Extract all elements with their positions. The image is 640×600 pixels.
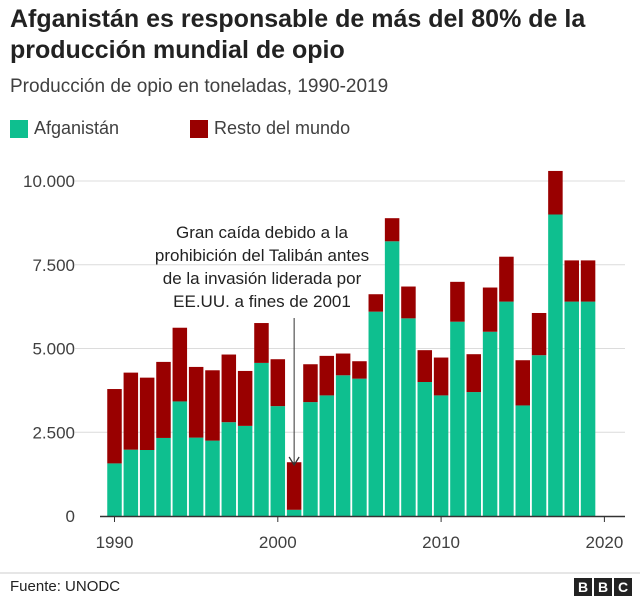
bar-resto-del-mundo <box>107 389 122 464</box>
bar-afganistan <box>368 311 384 516</box>
bar-afganistan <box>352 378 367 516</box>
bar-resto-del-mundo <box>237 370 253 426</box>
bar-afganistan <box>384 241 400 517</box>
bar-afganistan <box>564 301 579 516</box>
annotation-text: de la invasión liderada por <box>163 269 362 288</box>
bar-afganistan <box>303 402 318 516</box>
bar-resto-del-mundo <box>417 350 433 382</box>
bar-resto-del-mundo <box>466 354 482 393</box>
bar-afganistan <box>172 401 188 516</box>
bar-resto-del-mundo <box>450 281 465 322</box>
annotation-text: Gran caída debido a la <box>176 223 349 242</box>
bar-resto-del-mundo <box>319 355 335 396</box>
bar-afganistan <box>482 331 498 516</box>
bar-resto-del-mundo <box>433 357 449 396</box>
y-tick-label: 5.000 <box>32 340 75 359</box>
bar-resto-del-mundo <box>270 359 286 407</box>
bar-resto-del-mundo <box>499 256 514 302</box>
bar-resto-del-mundo <box>564 260 579 302</box>
bar-afganistan <box>515 405 530 516</box>
bar-resto-del-mundo <box>156 361 171 438</box>
bar-afganistan <box>205 440 220 516</box>
logo-letter: B <box>594 578 612 596</box>
y-tick-label: 10.000 <box>23 172 75 191</box>
annotation-text: prohibición del Talibán antes <box>155 246 369 265</box>
bar-resto-del-mundo <box>188 366 204 438</box>
bar-resto-del-mundo <box>139 377 155 451</box>
bar-resto-del-mundo <box>548 170 563 215</box>
bar-resto-del-mundo <box>335 353 351 376</box>
x-tick-label: 2020 <box>585 533 623 552</box>
bar-afganistan <box>499 301 514 516</box>
bar-resto-del-mundo <box>205 370 220 441</box>
legend-swatch <box>190 119 208 138</box>
bar-afganistan <box>221 422 237 516</box>
bar-afganistan <box>123 449 139 516</box>
legend-item-resto: Resto del mundo <box>190 118 350 139</box>
bar-resto-del-mundo <box>286 462 302 510</box>
bar-resto-del-mundo <box>221 354 237 423</box>
bar-afganistan <box>270 406 286 516</box>
legend-item-afganistan: Afganistán <box>10 118 119 139</box>
y-tick-label: 0 <box>66 507 75 526</box>
bar-resto-del-mundo <box>254 323 269 363</box>
legend-label: Afganistán <box>34 118 120 138</box>
bar-afganistan <box>401 318 416 516</box>
bar-afganistan <box>188 437 204 516</box>
source-note: Fuente: UNODC <box>10 578 121 595</box>
bar-resto-del-mundo <box>401 286 416 319</box>
bar-afganistan <box>335 375 351 516</box>
bar-afganistan <box>466 392 482 516</box>
x-tick-label: 1990 <box>96 533 134 552</box>
chart-subtitle: Producción de opio en toneladas, 1990-20… <box>10 76 389 97</box>
bar-resto-del-mundo <box>352 361 367 379</box>
bar-afganistan <box>531 355 547 516</box>
bar-afganistan <box>319 395 335 516</box>
annotation-text: EE.UU. a fines de 2001 <box>173 292 351 311</box>
bar-afganistan <box>107 463 122 516</box>
bar-afganistan <box>254 362 269 516</box>
bar-afganistan <box>417 382 433 516</box>
bar-afganistan <box>139 450 155 516</box>
bbc-logo: B B C <box>574 578 632 596</box>
arrowhead-icon <box>288 456 300 467</box>
bar-afganistan <box>450 321 465 516</box>
bar-resto-del-mundo <box>384 218 400 242</box>
bar-afganistan <box>548 214 563 516</box>
bar-resto-del-mundo <box>303 364 318 403</box>
legend-label: Resto del mundo <box>214 118 351 138</box>
bar-afganistan <box>156 437 171 516</box>
y-tick-label: 7.500 <box>32 256 75 275</box>
bar-afganistan <box>237 425 253 516</box>
x-tick-label: 2000 <box>259 533 297 552</box>
bar-resto-del-mundo <box>123 372 139 450</box>
bar-resto-del-mundo <box>580 260 596 302</box>
chart-title: Afganistán es responsable de más del 80%… <box>10 5 586 64</box>
legend-swatch <box>10 119 28 138</box>
x-tick-label: 2010 <box>422 533 460 552</box>
bar-resto-del-mundo <box>368 294 384 312</box>
bar-afganistan <box>580 301 596 516</box>
bar-resto-del-mundo <box>482 287 498 332</box>
bar-afganistan <box>286 509 302 516</box>
bar-resto-del-mundo <box>531 312 547 356</box>
logo-letter: C <box>614 578 632 596</box>
bar-resto-del-mundo <box>172 327 188 402</box>
bar-afganistan <box>433 395 449 516</box>
bar-resto-del-mundo <box>515 360 530 406</box>
logo-letter: B <box>574 578 592 596</box>
y-tick-label: 2.500 <box>32 423 75 442</box>
